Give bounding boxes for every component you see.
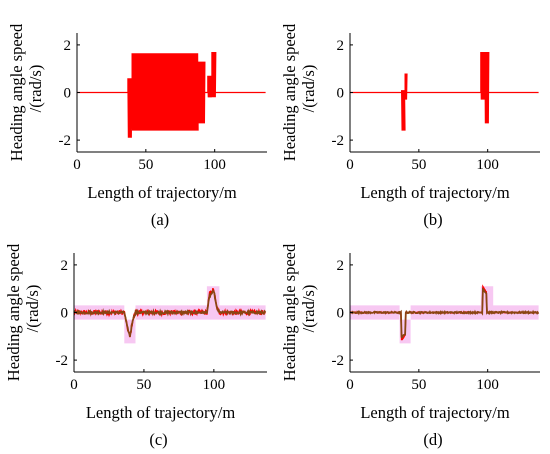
y-tick-label: -2	[59, 133, 72, 149]
x-tick-label: 0	[73, 157, 81, 173]
x-tick-label: 0	[346, 157, 354, 173]
panel-caption: (c)	[149, 430, 167, 449]
x-tick-label: 0	[346, 377, 354, 393]
x-tick-label: 100	[203, 377, 226, 393]
y-tick-label: 2	[337, 258, 345, 274]
y-axis-unit: /(rad/s)	[299, 65, 318, 113]
y-tick-label: 2	[64, 38, 72, 54]
x-axis-label: Length of trajectory/m	[87, 183, 237, 202]
series-line	[73, 289, 267, 337]
y-tick-label: -2	[332, 133, 345, 149]
x-axis-label: Length of trajectory/m	[360, 403, 510, 422]
x-tick-label: 100	[203, 157, 226, 173]
series-line	[350, 51, 539, 131]
panel-caption: (d)	[423, 430, 442, 449]
y-tick-label: 0	[337, 86, 345, 102]
x-tick-label: 100	[476, 377, 499, 393]
x-tick-label: 0	[70, 377, 78, 393]
x-tick-label: 50	[411, 377, 426, 393]
y-axis-unit: /(rad/s)	[23, 285, 42, 333]
panel-caption: (a)	[151, 210, 169, 229]
x-tick-label: 50	[138, 157, 153, 173]
x-tick-label: 50	[411, 157, 426, 173]
y-axis-unit: /(rad/s)	[299, 285, 318, 333]
y-axis-label: Heading angle speed	[7, 23, 26, 161]
y-tick-label: 0	[337, 306, 345, 322]
series-line	[77, 51, 266, 138]
y-axis-label: Heading angle speed	[280, 23, 299, 161]
y-tick-label: 0	[61, 306, 69, 322]
x-axis-label: Length of trajectory/m	[86, 403, 236, 422]
y-axis-label: Heading angle speed	[4, 243, 23, 381]
y-tick-label: 0	[64, 86, 72, 102]
y-axis-label: Heading angle speed	[280, 243, 299, 381]
x-tick-label: 100	[476, 157, 499, 173]
x-tick-label: 50	[136, 377, 151, 393]
x-axis-label: Length of trajectory/m	[360, 183, 510, 202]
series-line	[349, 287, 540, 339]
y-tick-label: -2	[56, 353, 69, 369]
y-tick-label: -2	[332, 353, 345, 369]
y-tick-label: 2	[337, 38, 345, 54]
y-tick-label: 2	[61, 258, 69, 274]
y-axis-unit: /(rad/s)	[26, 65, 45, 113]
panel-caption: (b)	[423, 210, 442, 229]
